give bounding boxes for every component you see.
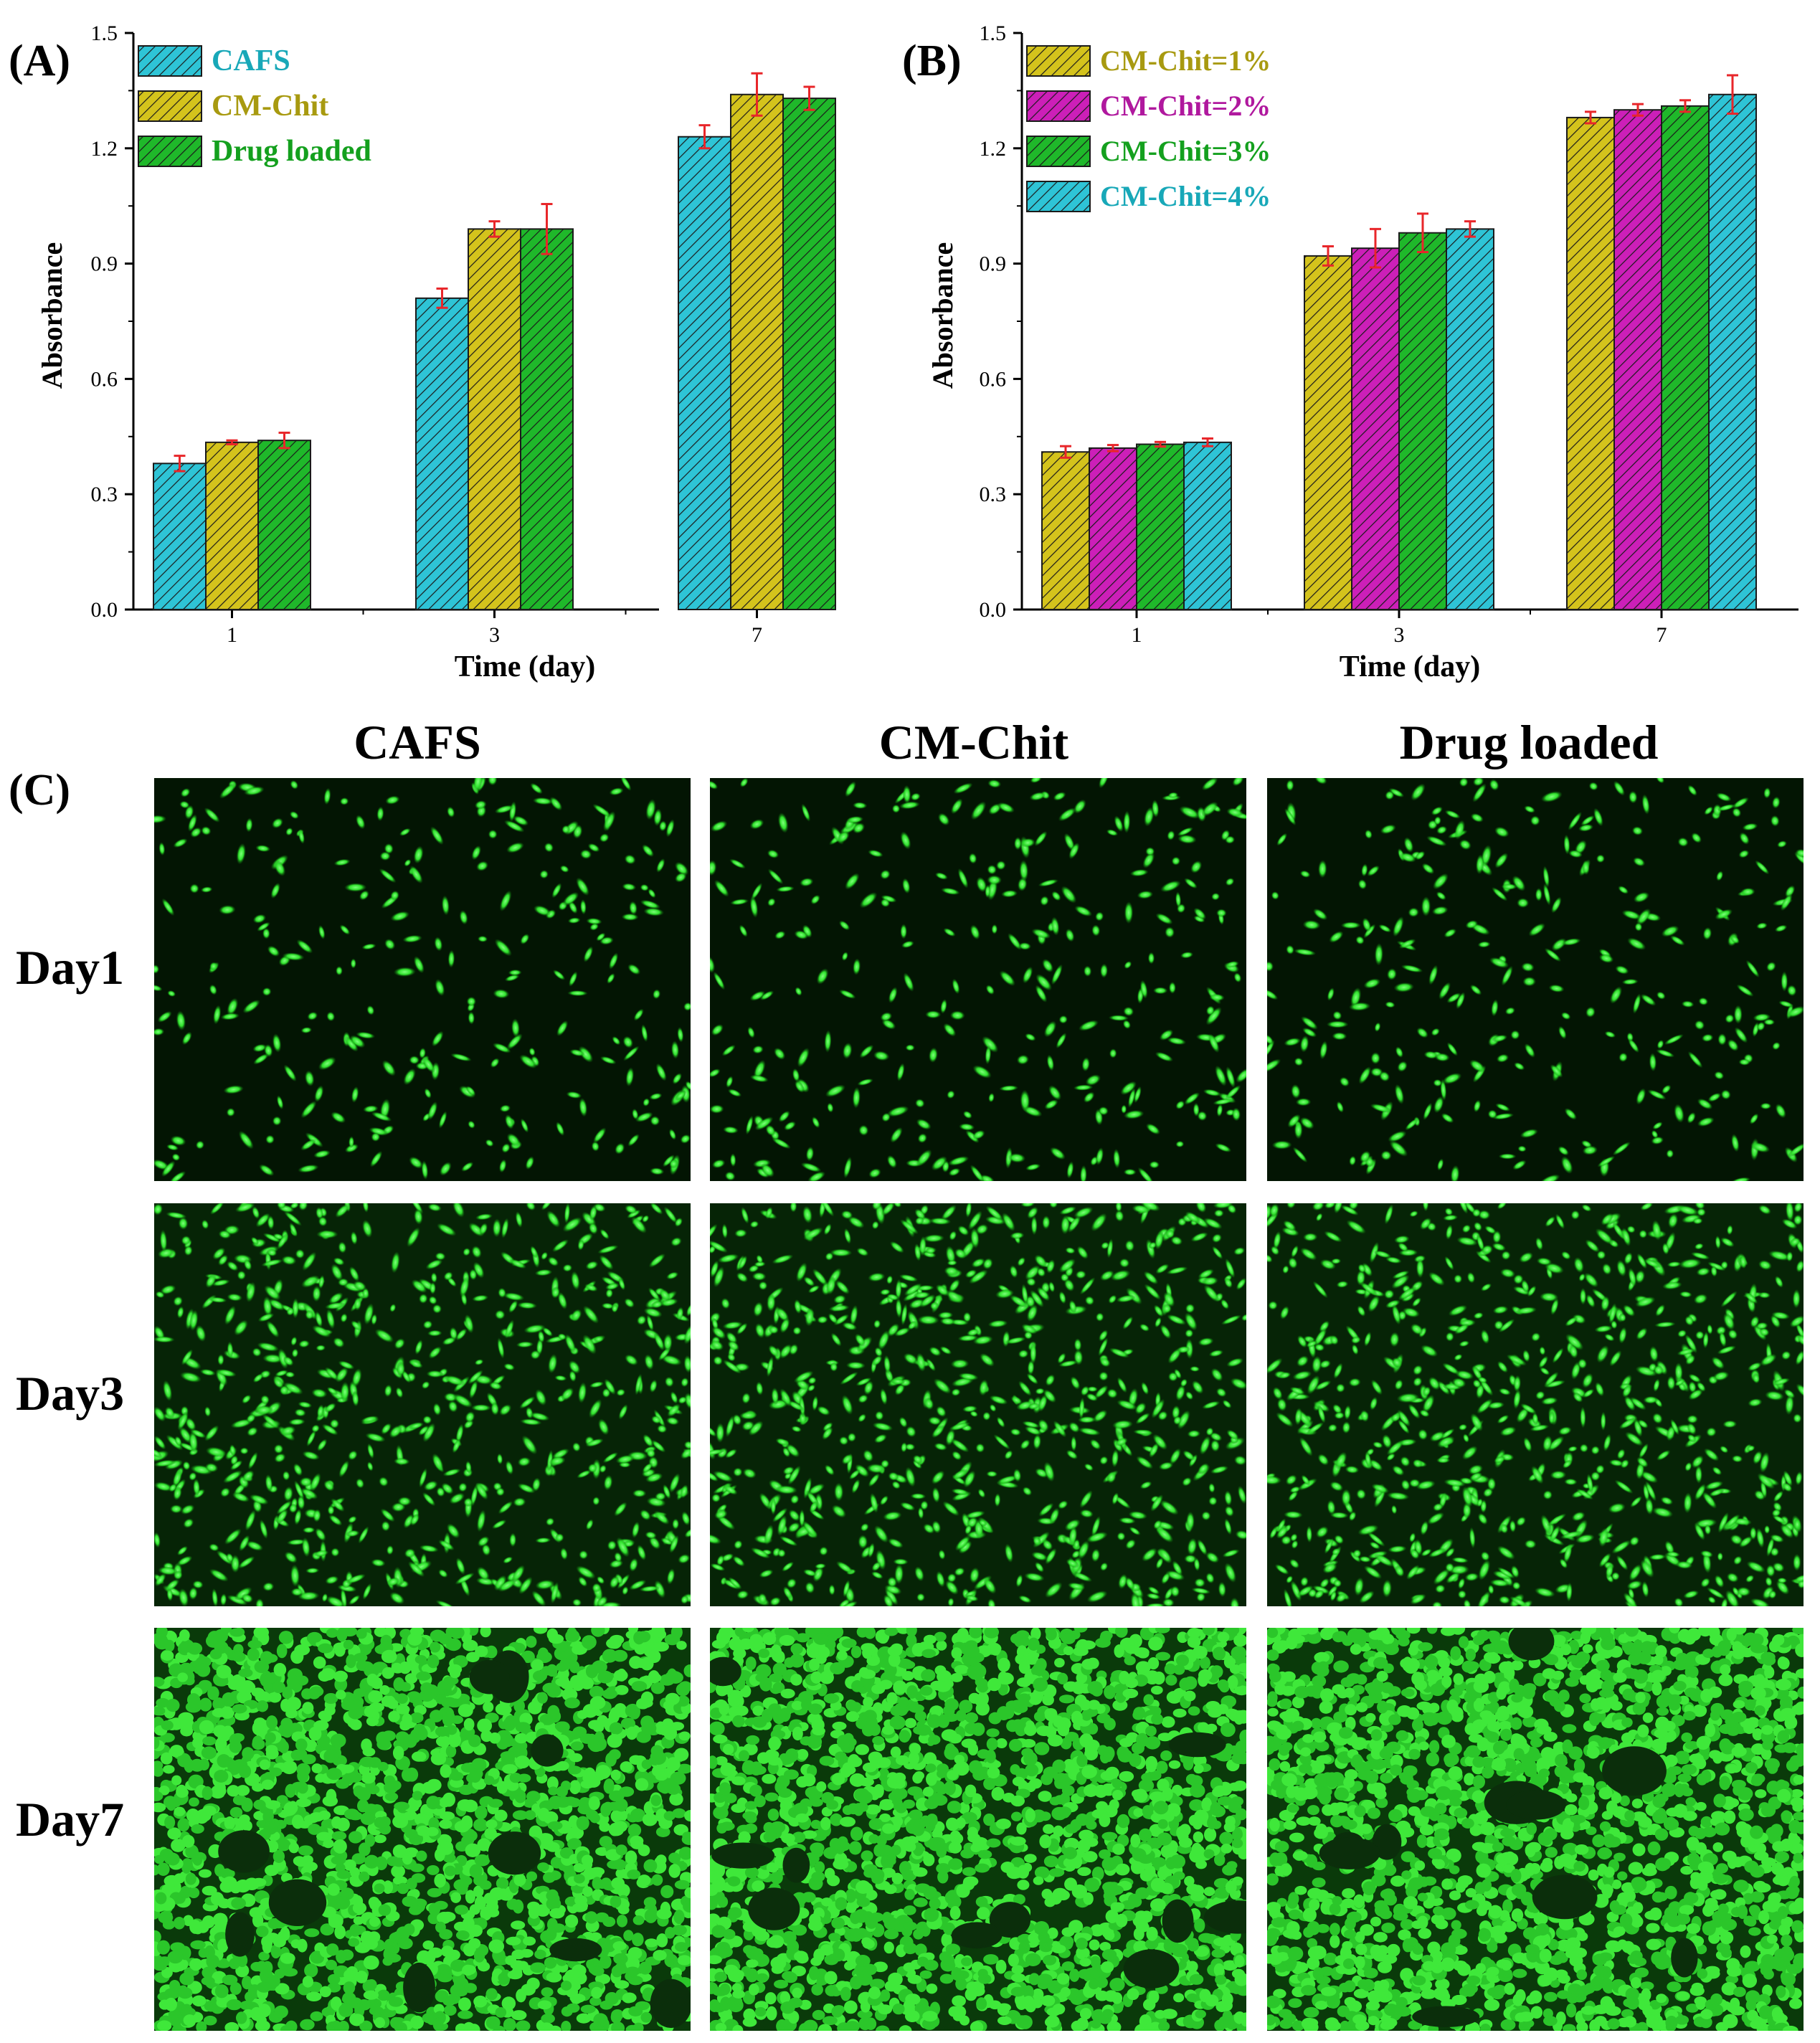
chart-b-y-axis-label: Absorbance [926,242,959,389]
chart-b-bar [1137,445,1184,610]
chart-b-legend-swatch [1027,136,1090,166]
chart-a-bar [206,442,258,610]
chart-a-legend-swatch [138,91,202,121]
chart-a-legend-label: Drug loaded [212,135,371,168]
chart-b-x-tick-label: 1 [1132,623,1142,647]
chart-a-bar [416,298,468,610]
chart-b-bar [1662,106,1709,610]
chart-a-y-tick-label: 1.5 [91,22,118,45]
chart-b-bar [1304,256,1352,610]
chart-b-bar [1184,442,1231,610]
micrograph-cafs-day1 [146,770,696,1187]
panel-b-label: (B) [902,37,962,85]
chart-b: Absorbance Time (day) 0.0 0.3 0.6 0.9 1.2 1.5… [926,22,1798,683]
chart-a-bar [153,463,206,610]
chart-a-y-tick-label: 0.9 [91,252,118,276]
chart-a-legend-label: CAFS [212,44,290,77]
chart-b-x-axis-label: Time (day) [1340,650,1480,683]
chart-a-x-tick-label: 7 [752,623,762,647]
chart-a-y-tick-label: 0.6 [91,367,118,391]
chart-b-bar [1089,448,1137,610]
chart-a-bar [468,229,521,610]
chart-a-bar [258,440,311,610]
chart-b-y-tick-label: 1.2 [980,137,1007,161]
chart-a-y-axis-label: Absorbance [36,242,68,389]
chart-b-bar [1042,452,1089,610]
chart-b-bar [1352,248,1399,610]
chart-b-bar [1399,233,1446,610]
micrograph-cafs-day7 [148,1621,698,2037]
chart-a-y-tick-label: 1.2 [91,137,118,161]
row-label-day1: Day1 [16,940,124,995]
chart-a-bar [678,137,731,610]
chart-b-legend-swatch [1027,46,1090,76]
micrograph-background [710,778,1246,1181]
micrograph-cm-chit-day7 [703,1622,1272,2037]
chart-b-legend-label: CM-Chit=4% [1100,180,1271,212]
chart-b-legend-label: CM-Chit=3% [1100,135,1271,167]
chart-b-y-tick-label: 1.5 [980,22,1007,45]
chart-b-legend-swatch [1027,91,1090,121]
chart-a-legend-swatch [138,136,202,166]
column-header-cm-chit: CM-Chit [879,715,1069,769]
chart-a-x-axis-label: Time (day) [455,650,595,683]
chart-b-legend-swatch [1027,181,1090,212]
chart-a-bar [783,98,835,610]
micrograph-drug-loaded-day1 [1259,772,1811,1188]
chart-b-y-tick-label: 0.6 [980,367,1007,391]
chart-b-bar [1446,229,1494,610]
micrograph-cafs-day3 [148,1193,698,1613]
micrograph-drug-loaded-day3 [1261,1193,1813,1614]
chart-a-legend-swatch [138,46,202,76]
chart-b-y-tick-label: 0.0 [980,598,1007,622]
chart-b-bar [1614,110,1662,610]
micrograph-drug-loaded-day7 [1261,1621,1811,2037]
column-header-drug-loaded: Drug loaded [1400,715,1659,769]
column-header-cafs: CAFS [354,715,481,769]
chart-a-bar [731,95,783,610]
chart-b-bar [1567,118,1614,610]
micrograph-grid: CAFS CM-Chit Drug loaded Day1 Day3 Day7 [16,715,1813,2037]
chart-a: Absorbance Time (day) 0.0 0.3 0.6 0.9 1.2 1.5… [36,22,835,683]
chart-a-y-tick-label: 0.0 [91,598,118,622]
micrograph-cm-chit-day3 [700,1196,1251,1615]
chart-b-legend-label: CM-Chit=1% [1100,44,1271,77]
chart-b-bar [1709,95,1756,610]
chart-b-y-tick-label: 0.9 [980,252,1007,276]
chart-a-legend-label: CM-Chit [212,90,328,123]
micrograph-cm-chit-day1 [703,769,1253,1187]
chart-a-y-tick-label: 0.3 [91,483,118,506]
chart-a-x-tick-label: 3 [489,623,500,647]
chart-b-x-tick-label: 3 [1394,623,1405,647]
chart-b-legend-label: CM-Chit=2% [1100,90,1271,122]
panel-c-label: (C) [9,766,70,815]
chart-a-bar [521,229,573,610]
panel-a-label: (A) [9,37,70,85]
chart-b-x-tick-label: 7 [1657,623,1667,647]
chart-b-y-tick-label: 0.3 [980,483,1007,506]
micrograph-cells [148,1621,698,2037]
row-label-day7: Day7 [16,1792,124,1847]
row-label-day3: Day3 [16,1366,124,1421]
chart-a-x-tick-label: 1 [227,623,237,647]
